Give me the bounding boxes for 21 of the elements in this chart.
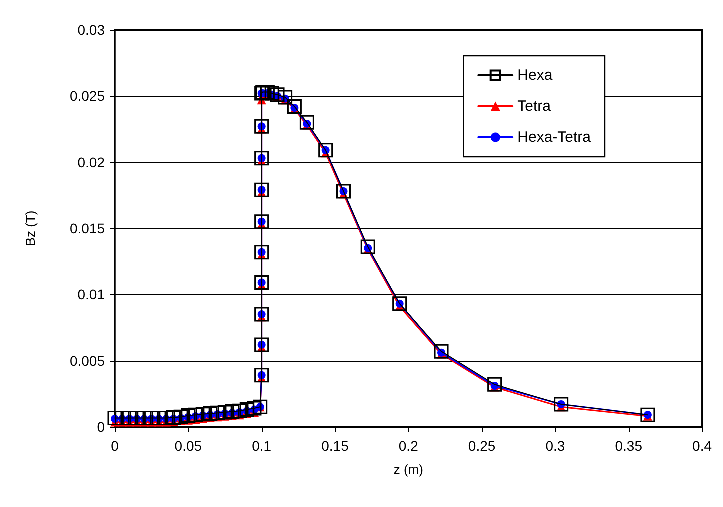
x-tick-label: 0 bbox=[111, 438, 120, 454]
y-tick-label: 0.02 bbox=[78, 154, 106, 170]
legend-label: Tetra bbox=[518, 98, 552, 115]
legend-label: Hexa bbox=[518, 67, 554, 84]
x-tick-label: 0.1 bbox=[252, 438, 272, 454]
y-tick-label: 0.01 bbox=[78, 286, 106, 303]
x-tick-label: 0.25 bbox=[468, 438, 496, 454]
y-tick-label: 0.025 bbox=[70, 88, 106, 104]
x-tick-label: 0.35 bbox=[615, 438, 643, 454]
x-tick-label: 0.3 bbox=[546, 438, 566, 454]
x-tick-label: 0.05 bbox=[174, 438, 202, 454]
x-tick-label: 0.4 bbox=[692, 438, 712, 454]
x-tick-label: 0.15 bbox=[322, 438, 350, 454]
y-tick-label: 0 bbox=[97, 419, 106, 435]
x-tick-label: 0.2 bbox=[398, 438, 419, 454]
legend-label: Hexa-Tetra bbox=[518, 129, 592, 146]
y-tick-label: 0.015 bbox=[70, 220, 106, 236]
y-tick-label: 0.005 bbox=[70, 352, 106, 369]
x-axis-title: z (m) bbox=[394, 462, 424, 477]
y-axis-title: Bz (T) bbox=[23, 210, 38, 246]
y-tick-label: 0.03 bbox=[78, 22, 106, 38]
